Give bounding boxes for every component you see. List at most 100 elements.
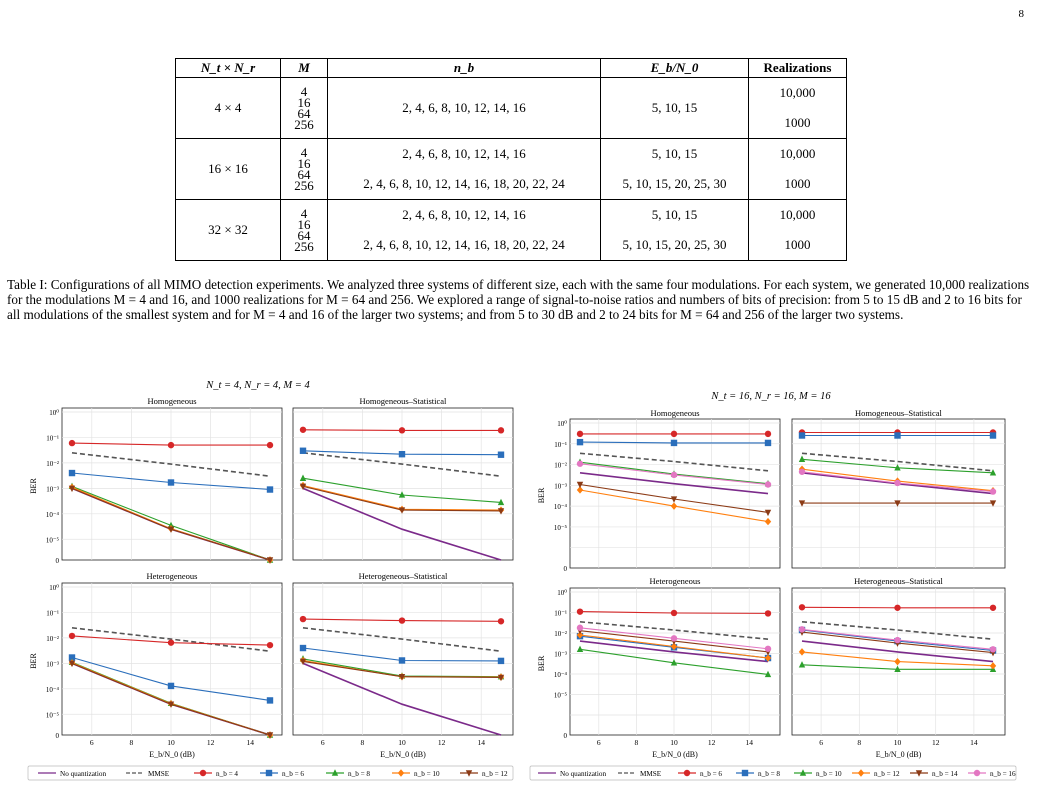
x-tick-label: 12 bbox=[438, 738, 446, 747]
y-tick-label: 0 bbox=[56, 732, 60, 740]
y-tick-label: 10⁻⁴ bbox=[46, 511, 60, 519]
y-tick-label: 10⁻⁴ bbox=[554, 503, 568, 511]
x-tick-label: 14 bbox=[477, 738, 485, 747]
data-point bbox=[398, 657, 406, 664]
legend-label: MMSE bbox=[148, 770, 170, 778]
y-tick-label: 10⁻⁴ bbox=[46, 686, 60, 694]
y-axis-label: BER bbox=[29, 478, 38, 494]
legend-label: n_b = 14 bbox=[932, 770, 958, 778]
panel-title: Homogeneous–Statistical bbox=[360, 396, 448, 406]
data-point bbox=[798, 432, 806, 439]
panel-frame bbox=[292, 407, 514, 561]
data-point bbox=[989, 646, 997, 653]
realizations-value: 1000 bbox=[784, 115, 811, 130]
x-axis-label: E_b/N_0 (dB) bbox=[876, 750, 922, 759]
panel-frame bbox=[569, 418, 781, 569]
table-row: 32 × 32 4 16 64 256 2, 4, 6, 8, 10, 12, … bbox=[175, 199, 847, 261]
x-axis-label: E_b/N_0 (dB) bbox=[149, 750, 195, 759]
y-tick-label: 10⁻⁵ bbox=[46, 711, 60, 719]
config-table: N_t × N_r M n_b E_b/N_0 Realizations 4 ×… bbox=[175, 58, 847, 261]
figure-title: N_t = 16, N_r = 16, M = 16 bbox=[710, 391, 831, 402]
m-value: 256 bbox=[294, 239, 314, 254]
y-tick-label: 10⁻¹ bbox=[554, 441, 567, 449]
legend-label: n_b = 10 bbox=[816, 770, 842, 778]
panel-frame bbox=[569, 587, 781, 736]
x-tick-label: 10 bbox=[894, 738, 902, 747]
data-point bbox=[894, 665, 901, 672]
legend-marker bbox=[199, 769, 207, 777]
panel-title: Heterogeneous bbox=[650, 576, 701, 586]
m-value: 4 bbox=[300, 206, 308, 221]
data-point bbox=[989, 432, 997, 439]
data-point bbox=[299, 474, 307, 481]
data-point bbox=[576, 481, 584, 489]
data-point bbox=[764, 670, 772, 678]
data-point bbox=[68, 632, 76, 640]
data-point bbox=[670, 471, 678, 479]
data-point bbox=[989, 500, 997, 507]
data-point bbox=[576, 631, 584, 639]
y-axis-label: BER bbox=[537, 487, 546, 503]
series-line bbox=[302, 452, 502, 477]
legend-marker bbox=[465, 770, 473, 777]
data-point bbox=[398, 507, 406, 514]
legend-label: n_b = 10 bbox=[414, 770, 440, 778]
legend-box bbox=[529, 765, 1017, 781]
data-point bbox=[68, 439, 76, 447]
data-point bbox=[167, 441, 175, 449]
data-point bbox=[398, 617, 406, 624]
data-point bbox=[894, 657, 901, 666]
data-point bbox=[764, 610, 772, 617]
data-point bbox=[798, 604, 806, 611]
data-point bbox=[266, 732, 274, 739]
m-value: 4 bbox=[300, 84, 308, 99]
legend-marker bbox=[915, 770, 923, 777]
snr-value: 5, 10, 15, 20, 25, 30 bbox=[622, 237, 727, 252]
nb-cell: 2, 4, 6, 8, 10, 12, 14, 16 2, 4, 6, 8, 1… bbox=[327, 199, 601, 261]
realizations-value: 10,000 bbox=[779, 85, 816, 100]
data-point bbox=[299, 447, 307, 454]
panel-title: Homogeneous bbox=[147, 396, 196, 406]
y-tick-label: 10⁻⁵ bbox=[554, 524, 568, 532]
x-tick-label: 12 bbox=[207, 738, 215, 747]
realizations-cell: 10,000 1000 bbox=[748, 77, 847, 139]
data-point bbox=[497, 674, 505, 682]
data-point bbox=[299, 483, 307, 491]
data-point bbox=[798, 468, 806, 475]
x-tick-label: 8 bbox=[635, 738, 639, 747]
snr-value: 5, 10, 15, 20, 25, 30 bbox=[622, 176, 727, 191]
nb-value: 2, 4, 6, 8, 10, 12, 14, 16 bbox=[402, 146, 526, 161]
data-point bbox=[398, 491, 406, 498]
panel-title: Heterogeneous bbox=[147, 571, 198, 581]
data-point bbox=[398, 450, 406, 458]
data-point bbox=[167, 682, 175, 690]
y-tick-label: 10⁻² bbox=[46, 635, 59, 643]
series-line bbox=[71, 452, 271, 477]
data-point bbox=[266, 441, 274, 449]
data-point bbox=[764, 654, 772, 662]
m-value: 16 bbox=[297, 156, 311, 171]
m-value: 16 bbox=[297, 217, 311, 232]
data-point bbox=[670, 609, 678, 617]
legend-marker bbox=[857, 769, 865, 777]
data-point bbox=[670, 439, 678, 447]
data-point bbox=[266, 557, 274, 564]
series-line bbox=[302, 487, 502, 561]
x-tick-label: 10 bbox=[398, 738, 406, 747]
panel-title: Homogeneous–Statistical bbox=[855, 408, 943, 418]
x-tick-label: 14 bbox=[970, 738, 978, 747]
y-tick-label: 10⁰ bbox=[557, 589, 567, 597]
data-point bbox=[670, 430, 678, 438]
data-point bbox=[798, 661, 806, 668]
data-point bbox=[299, 615, 307, 623]
m-value: 4 bbox=[300, 145, 308, 160]
data-point bbox=[764, 481, 772, 488]
realizations-value: 1000 bbox=[784, 237, 811, 252]
legend-label: MMSE bbox=[640, 770, 662, 778]
x-tick-label: 12 bbox=[932, 738, 940, 747]
data-point bbox=[764, 509, 772, 517]
y-tick-label: 10⁰ bbox=[49, 409, 59, 417]
data-point bbox=[989, 488, 997, 495]
data-point bbox=[576, 460, 584, 467]
y-tick-label: 0 bbox=[564, 565, 568, 573]
